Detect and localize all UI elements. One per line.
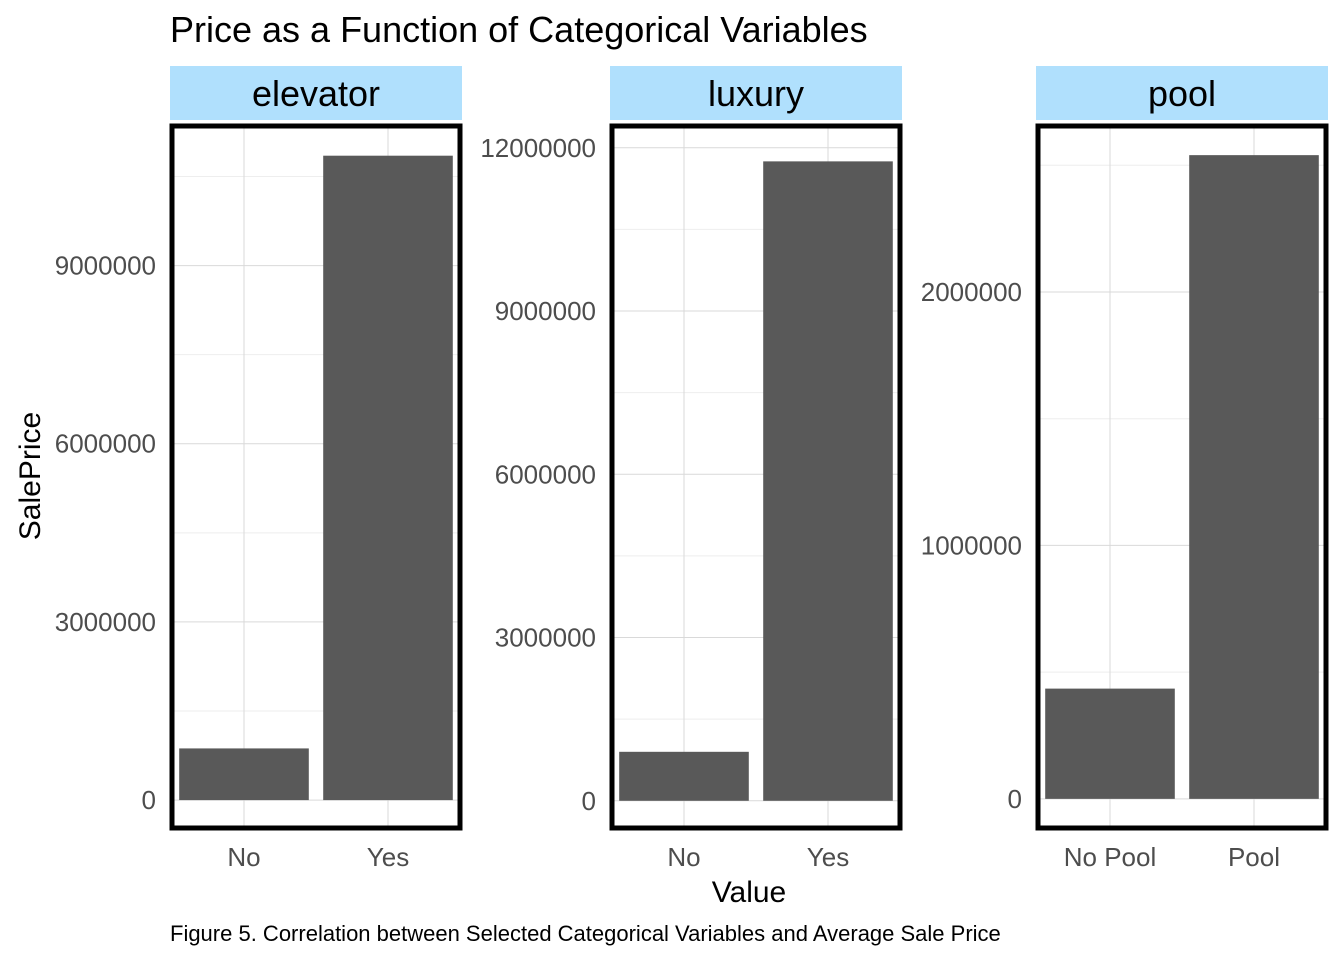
bar-pool-pool xyxy=(1189,155,1319,799)
y-tick-label: 12000000 xyxy=(480,133,596,163)
x-tick-label: Yes xyxy=(367,842,409,872)
x-axis-title: Value xyxy=(712,876,787,909)
y-tick-label: 3000000 xyxy=(55,607,156,637)
y-tick-label: 6000000 xyxy=(55,429,156,459)
panel-elevator: elevator 0 3000000 6000000 9000000 No Yes xyxy=(55,66,463,872)
x-tick-label: No Pool xyxy=(1064,842,1157,872)
bar-luxury-yes xyxy=(763,161,893,801)
y-tick-label: 1000000 xyxy=(921,530,1022,560)
y-tick-label: 9000000 xyxy=(55,251,156,281)
bar-elevator-yes xyxy=(323,155,453,801)
facet-strip xyxy=(1036,66,1328,120)
panel-border xyxy=(169,123,463,831)
y-axis-title: SalePrice xyxy=(14,412,47,540)
y-tick-label: 6000000 xyxy=(495,459,596,489)
chart-caption: Figure 5. Correlation between Selected C… xyxy=(170,921,1001,946)
y-tick-label: 0 xyxy=(142,785,156,815)
bar-luxury-no xyxy=(619,751,749,801)
bar-pool-no-pool xyxy=(1045,688,1175,799)
facet-strip-label: luxury xyxy=(708,73,804,114)
panel-border xyxy=(1035,123,1329,831)
facet-strip-label: elevator xyxy=(252,73,380,114)
facet-strip xyxy=(610,66,902,120)
facet-strip xyxy=(170,66,462,120)
x-tick-label: Pool xyxy=(1228,842,1280,872)
bar-elevator-no xyxy=(179,748,309,801)
y-tick-label: 9000000 xyxy=(495,296,596,326)
panel-luxury: luxury 0 3000000 6000000 9000000 12000000 No Ye… xyxy=(480,66,903,872)
x-tick-label: Yes xyxy=(807,842,849,872)
chart-title: Price as a Function of Categorical Varia… xyxy=(170,9,868,50)
x-tick-label: No xyxy=(667,842,700,872)
facet-strip-label: pool xyxy=(1148,73,1216,114)
panel-border xyxy=(609,123,903,831)
y-tick-label: 0 xyxy=(582,786,596,816)
y-tick-label: 3000000 xyxy=(495,623,596,653)
x-tick-label: No xyxy=(227,842,260,872)
panel-pool: pool 0 1000000 2000000 No Pool Pool xyxy=(921,66,1329,872)
y-tick-label: 2000000 xyxy=(921,277,1022,307)
y-tick-label: 0 xyxy=(1008,784,1022,814)
